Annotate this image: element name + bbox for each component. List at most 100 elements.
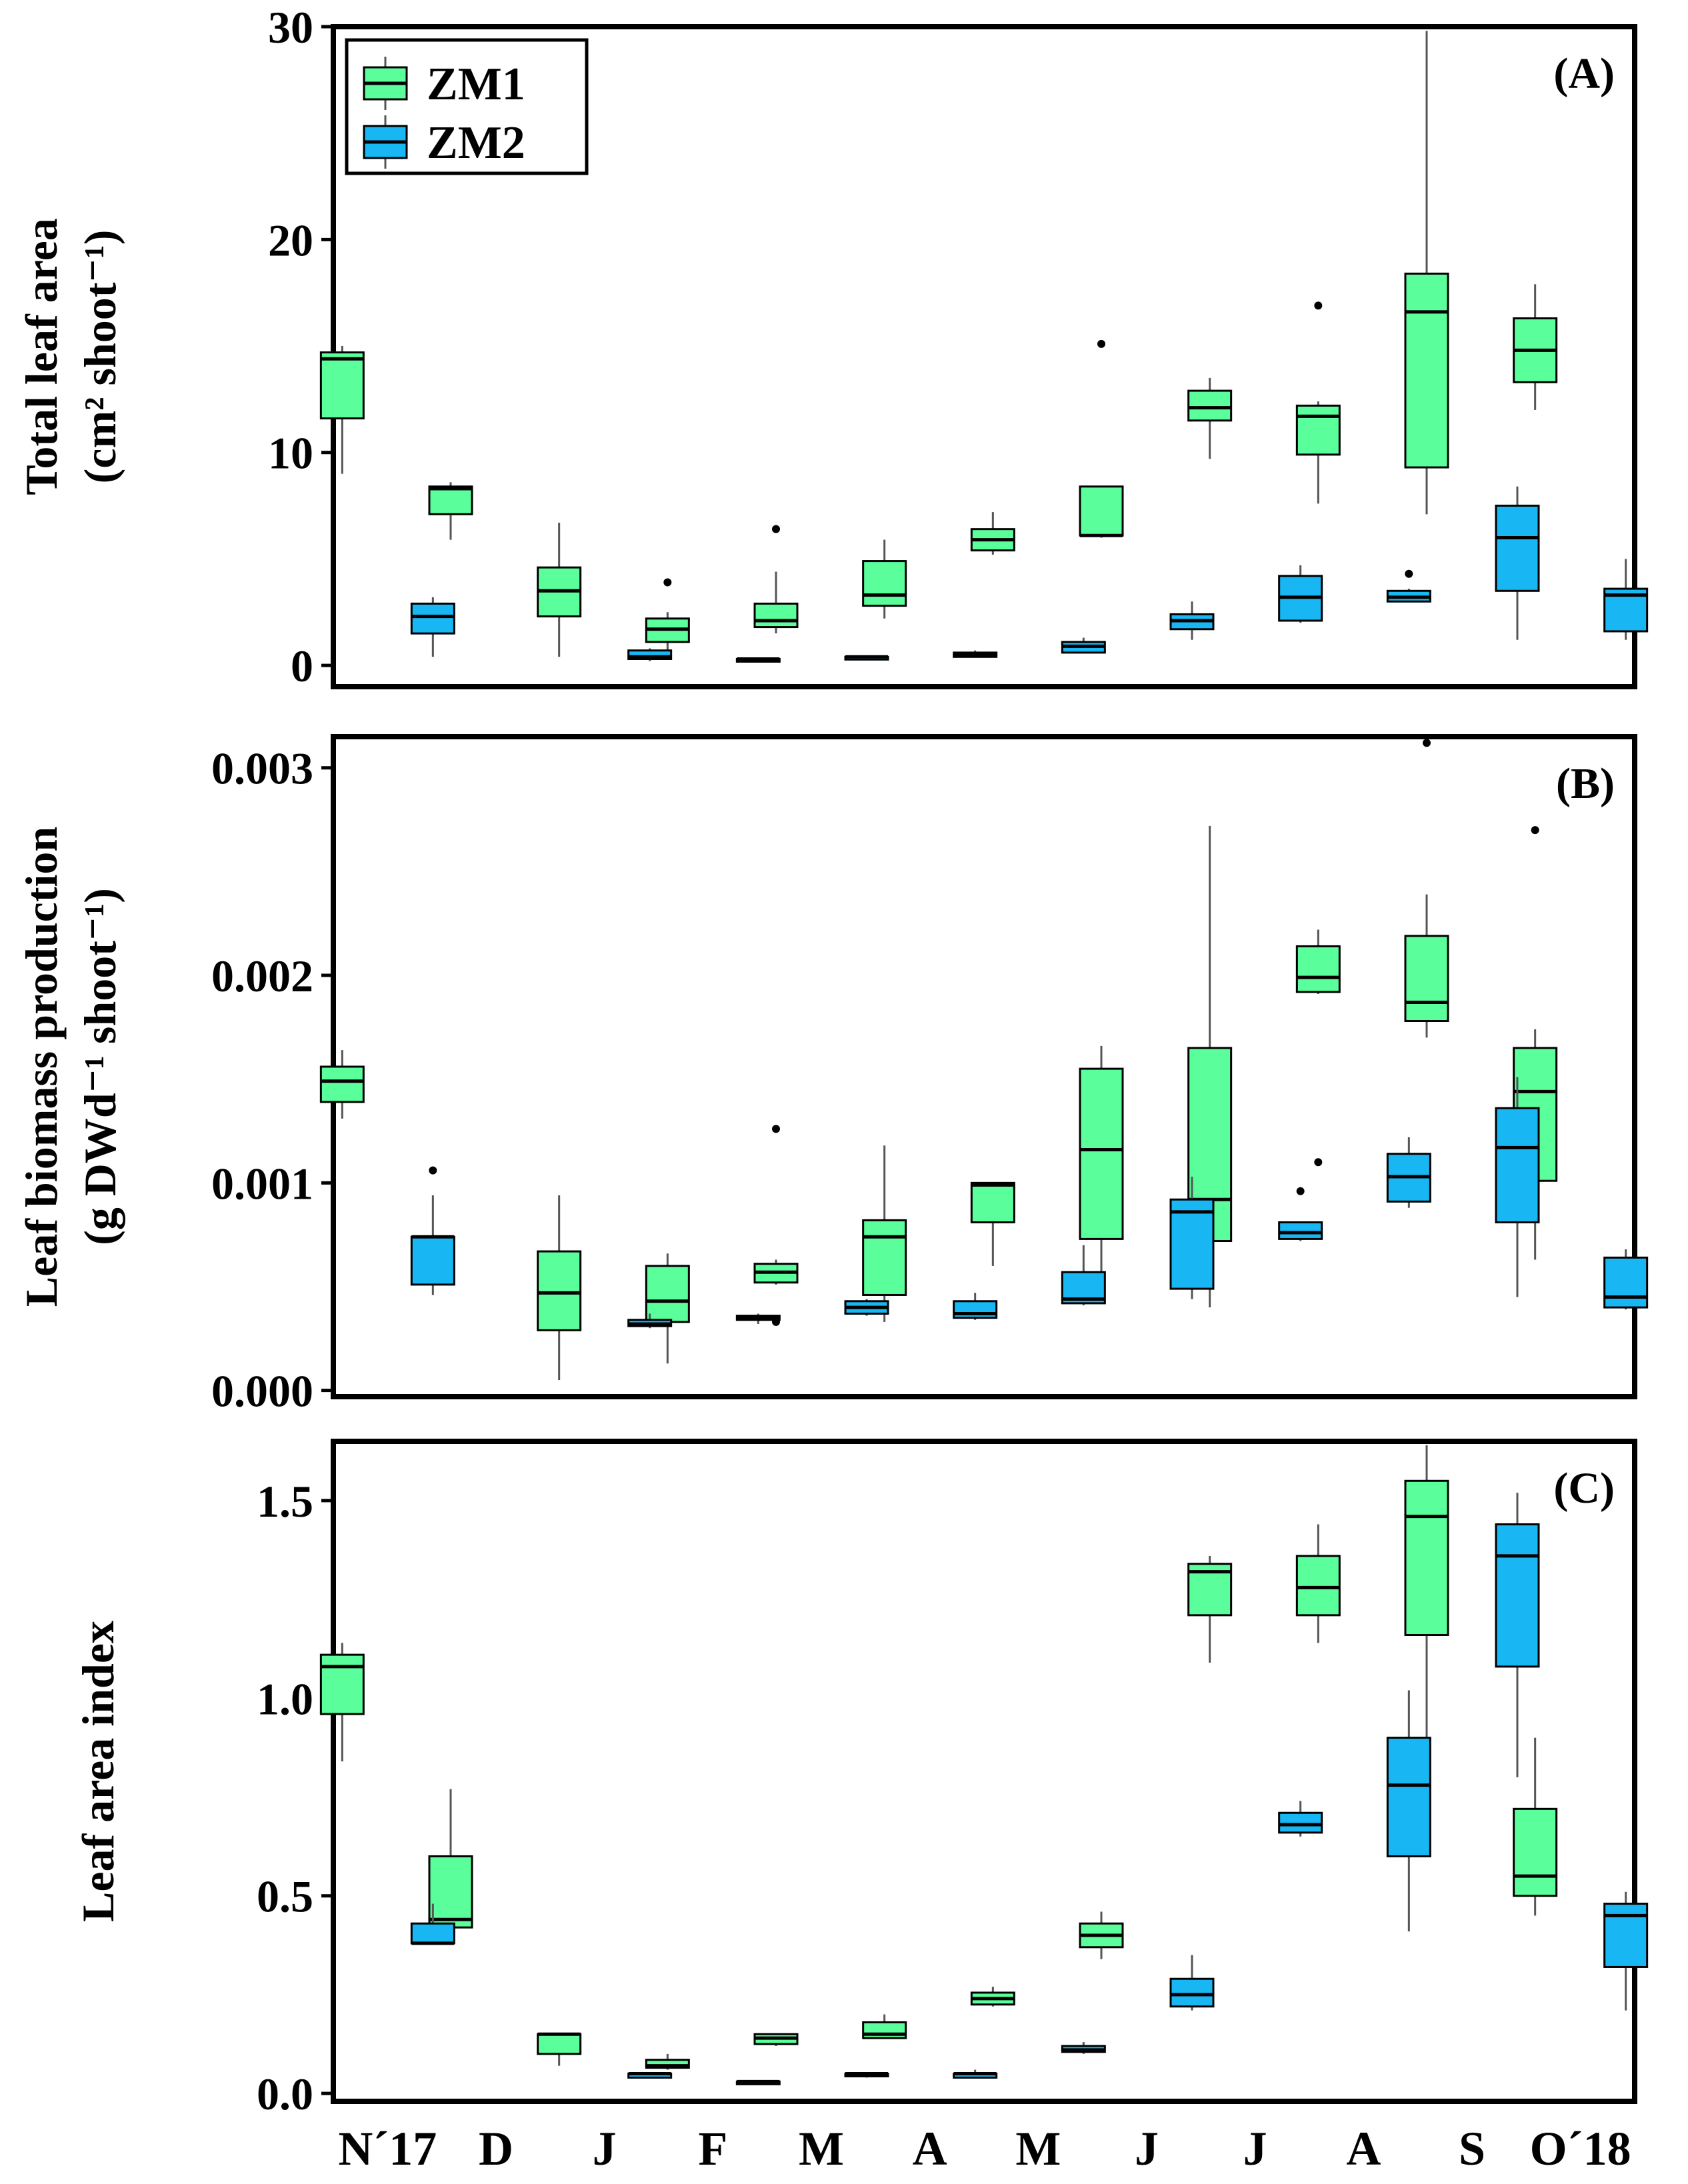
x-tick-label: J <box>1135 2122 1159 2175</box>
box-body <box>319 1653 365 1715</box>
box-body <box>410 1235 455 1286</box>
box-body <box>1169 1977 1215 2008</box>
box-zm2 <box>953 650 998 658</box>
legend-label: ZM2 <box>427 117 525 169</box>
y-tick-label: 1.5 <box>257 1476 313 1527</box>
box-zm1 <box>645 2053 690 2070</box>
box-zm1 <box>970 1987 1015 2007</box>
box-zm2 <box>735 2079 781 2085</box>
box-zm1 <box>1404 739 1449 1038</box>
box-body <box>1278 1221 1323 1240</box>
box-zm1 <box>1513 284 1558 410</box>
plot-frame <box>331 734 1637 1399</box>
box-zm1 <box>753 2033 799 2047</box>
box-body <box>1603 1256 1649 1309</box>
box-zm1 <box>1079 1911 1124 1959</box>
box-body <box>537 1250 582 1331</box>
box-body <box>1603 1903 1649 1968</box>
box-body <box>1495 1523 1540 1668</box>
y-tick-label: 0.001 <box>211 1158 313 1209</box>
outlier-point <box>1097 339 1105 348</box>
box-zm2 <box>1386 1690 1431 1932</box>
box-zm2 <box>844 655 889 661</box>
box-body <box>1495 1107 1540 1223</box>
box-body <box>645 2059 690 2069</box>
y-tick-label: 0.0 <box>257 2069 313 2119</box>
x-tick-label: J <box>593 2122 617 2175</box>
box-body <box>1169 1198 1215 1290</box>
y-tick-label: 0.003 <box>211 743 313 794</box>
box-zm1 <box>1187 1555 1233 1663</box>
box-body <box>1295 1555 1341 1617</box>
box-zm1 <box>862 539 907 619</box>
y-axis-label: Leaf biomass production <box>16 827 67 1307</box>
box-body <box>1187 389 1233 422</box>
box-zm1 <box>1079 1045 1124 1283</box>
box-zm1 <box>1295 301 1341 504</box>
box-zm2 <box>1061 637 1106 654</box>
outlier-point <box>1405 569 1413 578</box>
x-tick-label: A <box>913 2122 947 2175</box>
x-tick-label: F <box>698 2122 727 2175</box>
box-zm2 <box>1495 1493 1540 1777</box>
box-zm1 <box>319 346 365 474</box>
panel-tag: (B) <box>1556 759 1615 808</box>
box-zm2 <box>1169 1955 1215 2011</box>
x-tick-label: D <box>479 2122 513 2175</box>
box-zm2 <box>1386 569 1431 603</box>
box-zm1 <box>537 523 582 657</box>
box-body <box>970 1181 1015 1223</box>
box-zm1 <box>1295 1524 1341 1643</box>
box-zm2 <box>1386 1137 1431 1208</box>
box-zm2 <box>410 1903 455 1945</box>
y-tick-label: 0 <box>291 641 313 691</box>
box-zm2 <box>1169 601 1215 640</box>
box-zm2 <box>844 2072 889 2078</box>
box-zm1 <box>753 525 799 634</box>
box-body <box>1386 1737 1431 1857</box>
y-axis-label: Leaf area index <box>73 1621 123 1922</box>
box-zm1 <box>1513 1737 1558 1916</box>
box-body <box>862 1219 907 1296</box>
box-body <box>1278 1811 1323 1834</box>
box-zm1 <box>1404 31 1449 515</box>
box-zm2 <box>410 1166 455 1295</box>
x-tick-label: M <box>799 2122 844 2175</box>
box-zm1 <box>1079 339 1124 538</box>
box-body <box>1079 485 1124 537</box>
x-tick-label: J <box>1243 2122 1267 2175</box>
box-body <box>428 485 473 515</box>
box-body <box>1404 1479 1449 1636</box>
y-tick-label: 0.000 <box>211 1366 313 1417</box>
y-tick-label: 30 <box>268 2 313 53</box>
box-zm2 <box>953 1293 998 1320</box>
outlier-point <box>1531 826 1539 835</box>
panel-tag: (C) <box>1553 1464 1615 1513</box>
box-zm2 <box>1603 1249 1649 1310</box>
box-zm1 <box>1404 1445 1449 1754</box>
y-axis-label: Total leaf area <box>16 218 67 495</box>
x-tick-label: O´18 <box>1530 2122 1631 2175</box>
box-zm1 <box>428 482 473 540</box>
box-zm2 <box>1278 565 1323 623</box>
box-zm1 <box>537 1195 582 1381</box>
box-body <box>862 560 907 607</box>
box-body <box>1404 935 1449 1023</box>
box-zm1 <box>645 578 690 657</box>
box-zm1 <box>970 1181 1015 1266</box>
plot-frame <box>331 1439 1637 2104</box>
outlier-point <box>772 525 780 533</box>
y-tick-label: 0.002 <box>211 951 313 1001</box>
box-zm2 <box>1061 2042 1106 2054</box>
box-zm2 <box>735 1313 781 1325</box>
y-axis-label: (cm² shoot⁻¹) <box>75 230 125 484</box>
box-zm2 <box>627 1313 673 1329</box>
box-zm1 <box>753 1125 799 1326</box>
box-zm1 <box>428 1789 473 1936</box>
y-tick-label: 10 <box>268 428 313 479</box>
box-body <box>645 1265 690 1323</box>
x-tick-label: N´17 <box>338 2122 437 2175</box>
box-body <box>1404 272 1449 469</box>
box-zm2 <box>735 657 781 663</box>
